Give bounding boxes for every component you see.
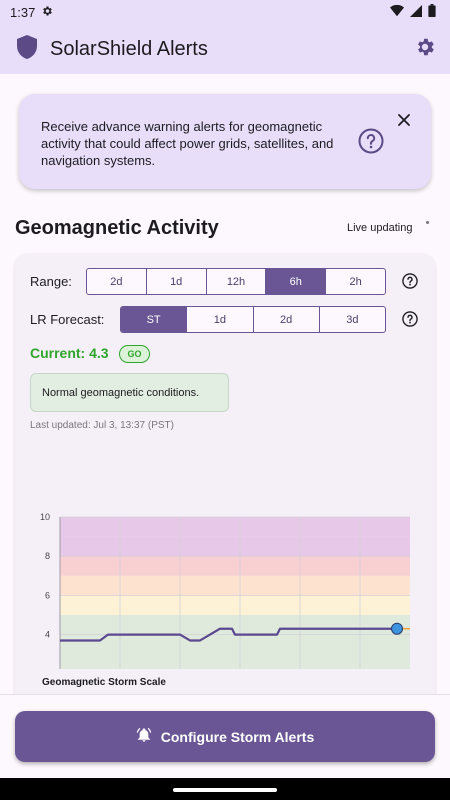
help-icon[interactable] <box>358 128 384 159</box>
range-label: Range: <box>30 274 72 289</box>
forecast-selector: ST 1d 2d 3d <box>120 306 386 333</box>
last-updated: Last updated: Jul 3, 13:37 (PST) <box>30 420 174 431</box>
status-time: 1:37 <box>10 4 36 20</box>
current-value: Current: 4.3 <box>30 345 109 361</box>
range-help-icon[interactable] <box>402 273 418 294</box>
configure-alerts-label: Configure Storm Alerts <box>160 728 315 745</box>
band-g5 <box>60 517 410 537</box>
range-selector: 2d 1d 12h 6h 2h <box>86 268 386 295</box>
y-tick-label: 4 <box>45 630 50 640</box>
shield-icon <box>16 34 38 64</box>
y-tick-label: 10 <box>40 512 50 522</box>
bell-icon <box>136 727 152 746</box>
forecast-option-3d[interactable]: 3d <box>346 313 359 326</box>
live-updating-label: Live updating <box>347 222 413 234</box>
status-badge: GO <box>119 345 150 363</box>
range-option-2h[interactable]: 2h <box>349 275 362 288</box>
gear-icon[interactable] <box>414 36 436 63</box>
range-option-12h[interactable]: 12h <box>207 269 267 294</box>
info-card: Receive advance warning alerts for geoma… <box>19 94 431 189</box>
band-g4 <box>60 536 410 557</box>
series-line <box>60 627 397 642</box>
storm-scale-title: Geomagnetic Storm Scale <box>42 677 166 688</box>
main-content[interactable]: Receive advance warning alerts for geoma… <box>0 74 450 694</box>
y-tick-label: 8 <box>45 551 50 561</box>
band-g1 <box>60 595 410 615</box>
current-point <box>391 622 403 635</box>
wifi-icon <box>390 4 404 20</box>
forecast-option-1d[interactable]: 1d <box>187 307 254 332</box>
live-indicator-dot <box>426 221 429 224</box>
app-bar: SolarShield Alerts <box>0 24 450 74</box>
condition-message: Normal geomagnetic conditions. <box>30 373 229 412</box>
settings-notification-icon <box>41 5 53 20</box>
close-icon[interactable] <box>397 113 411 132</box>
configure-alerts-button[interactable]: Configure Storm Alerts <box>15 711 435 762</box>
app-title: SolarShield Alerts <box>50 37 208 60</box>
geomagnetic-chart: 08:0009:0010:0011:0012:0013:000246810 <box>40 512 410 669</box>
forecast-help-icon[interactable] <box>402 311 418 332</box>
section-title: Geomagnetic Activity <box>15 217 219 239</box>
y-tick-label: 6 <box>45 590 50 600</box>
forecast-option-2d[interactable]: 2d <box>254 307 320 332</box>
range-option-1d[interactable]: 1d <box>147 269 207 294</box>
battery-icon <box>428 4 436 20</box>
band-g2 <box>60 575 410 596</box>
band-g0 <box>60 615 410 669</box>
range-option-2d[interactable]: 2d <box>87 269 147 294</box>
forecast-label: LR Forecast: <box>30 312 105 327</box>
status-bar: 1:37 <box>0 0 450 24</box>
forecast-option-st[interactable]: ST <box>121 307 188 332</box>
signal-icon <box>410 4 422 20</box>
range-option-6h[interactable]: 6h <box>266 269 327 294</box>
band-g3 <box>60 556 410 576</box>
info-card-text: Receive advance warning alerts for geoma… <box>41 119 334 168</box>
system-navigation-bar <box>0 778 450 800</box>
home-handle[interactable] <box>173 788 277 792</box>
